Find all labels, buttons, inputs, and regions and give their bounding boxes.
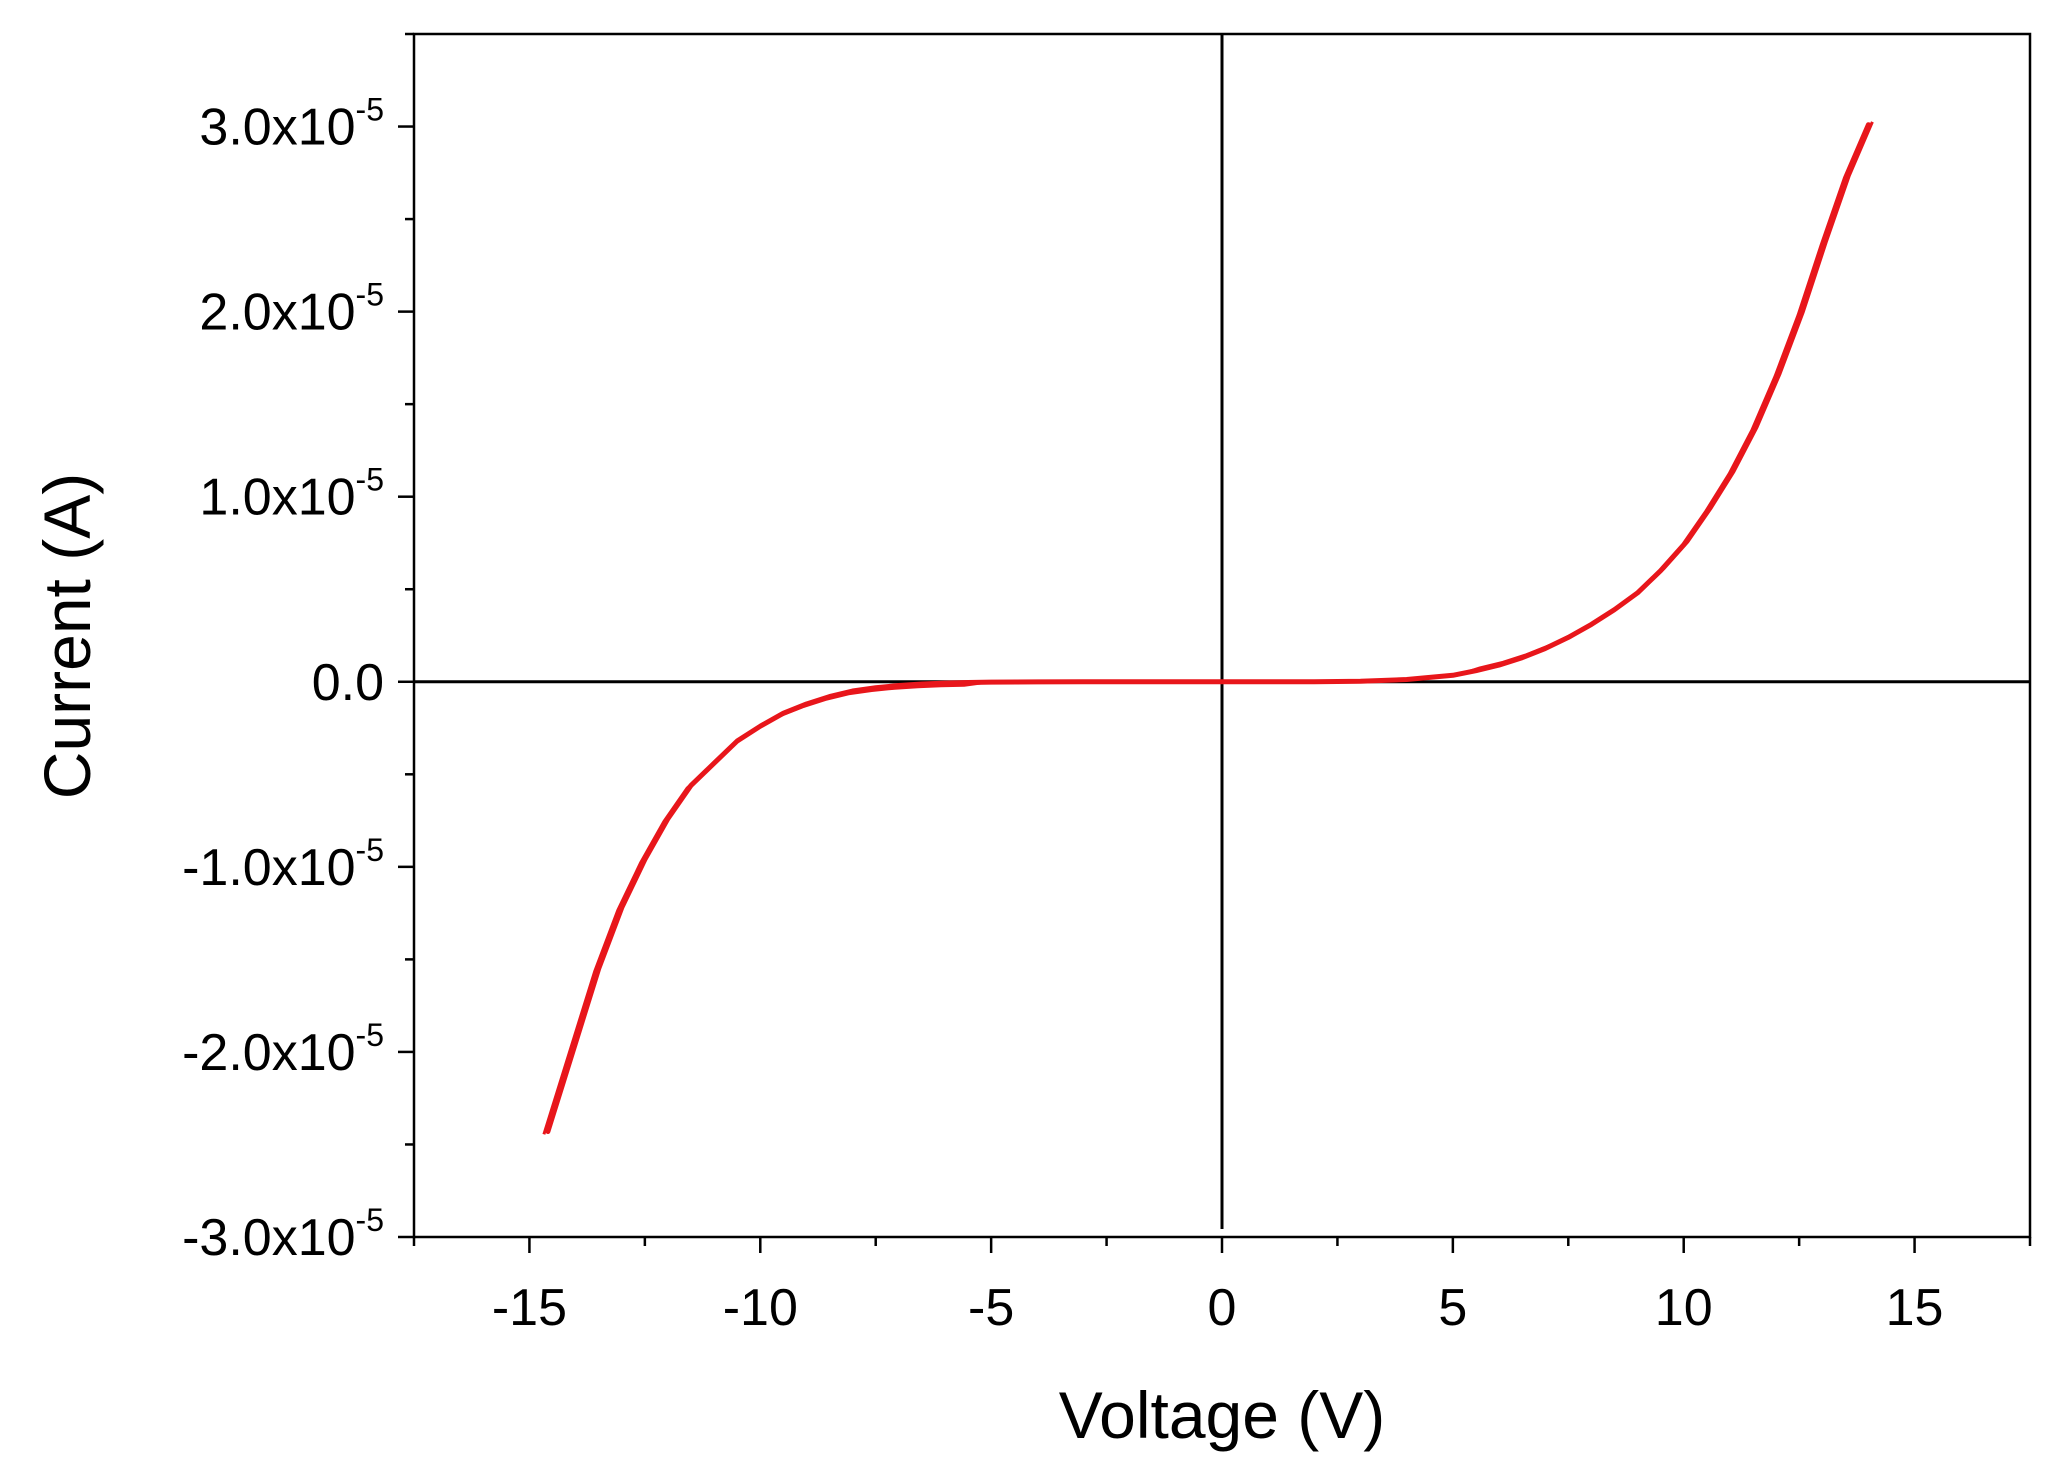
x-tick-label: -5 (968, 1279, 1014, 1337)
series-group (542, 121, 1874, 1135)
y-tick-label: -3.0x10-5 (182, 1202, 384, 1267)
zero-lines (414, 34, 2030, 1229)
x-tick-label: 0 (1208, 1279, 1237, 1337)
y-tick-label: 0.0 (312, 654, 384, 712)
x-tick-label: -15 (492, 1279, 567, 1337)
x-axis-ticks: -15 -10 -5 0 5 10 15 (412, 1237, 2032, 1337)
x-axis-title: Voltage (V) (1059, 1378, 1386, 1452)
y-tick-label: 3.0x10-5 (199, 92, 384, 157)
y-tick-label: -2.0x10-5 (182, 1017, 384, 1082)
y-axis-title: Current (A) (30, 473, 104, 799)
y-tick-label: -1.0x10-5 (182, 832, 384, 897)
x-tick-label: -10 (723, 1279, 798, 1337)
y-tick-label: 1.0x10-5 (199, 462, 384, 527)
x-tick-label: 10 (1655, 1279, 1713, 1337)
y-tick-label: 2.0x10-5 (199, 277, 384, 342)
iv-curve (545, 122, 1871, 1134)
x-tick-label: 15 (1886, 1279, 1944, 1337)
x-tick-label: 5 (1438, 1279, 1467, 1337)
y-axis-ticks: 3.0x10-5 2.0x10-5 1.0x10-5 0.0 -1.0x10-5 -2.0… (182, 32, 414, 1267)
iv-curve-return-sweep (542, 121, 1874, 1135)
